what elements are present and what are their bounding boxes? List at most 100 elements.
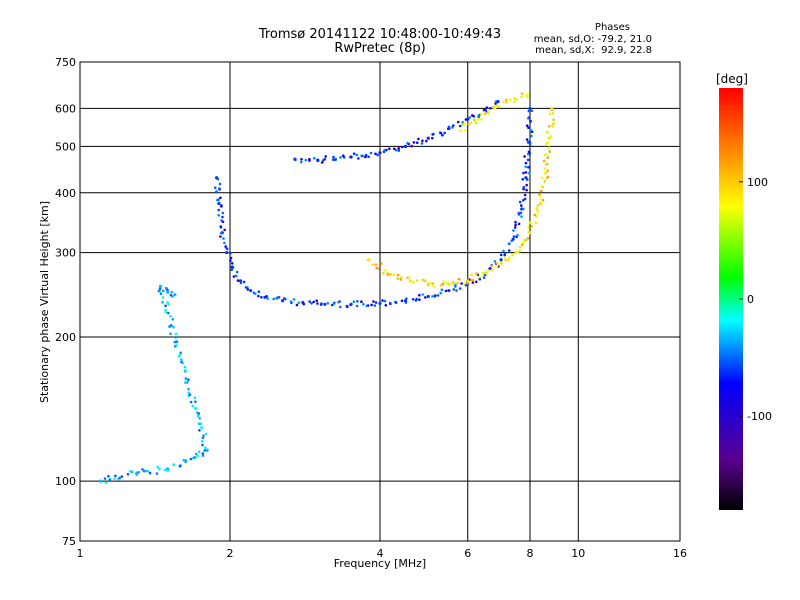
data-point (173, 293, 177, 297)
data-point (503, 252, 507, 255)
y-tick-label: 600 (55, 102, 76, 115)
data-point (441, 282, 445, 286)
data-point (302, 302, 306, 306)
data-point (527, 150, 531, 154)
data-point (408, 276, 411, 279)
data-point (219, 226, 223, 229)
data-point (394, 300, 397, 304)
data-point (499, 261, 503, 265)
data-point (528, 231, 532, 235)
x-tick-label: 16 (673, 547, 687, 560)
y-tick-label: 400 (55, 187, 76, 200)
colorbar-label: [deg] (716, 72, 748, 86)
data-point (494, 102, 497, 105)
data-point (452, 124, 455, 127)
data-point (466, 279, 470, 283)
data-point (184, 377, 188, 380)
data-point (166, 288, 169, 292)
data-point (164, 308, 167, 312)
data-point (349, 302, 353, 306)
data-point (546, 131, 549, 135)
data-point (489, 107, 492, 110)
data-point (229, 259, 232, 263)
data-point (332, 155, 335, 159)
data-point (527, 109, 531, 113)
data-point (535, 206, 538, 210)
data-point (480, 112, 483, 115)
data-point (516, 233, 519, 237)
data-point (229, 251, 232, 255)
data-point (547, 146, 551, 149)
data-point (496, 262, 499, 265)
data-point (447, 125, 451, 129)
phase-stats-o-mode: mean, sd,O: -79.2, 21.0 (533, 34, 652, 45)
data-point (499, 253, 503, 257)
data-point (408, 279, 412, 283)
data-point (235, 270, 239, 274)
data-point (538, 201, 543, 206)
data-point (518, 249, 522, 253)
data-point (155, 472, 159, 475)
data-point (163, 468, 167, 472)
data-point (471, 114, 474, 117)
data-point (221, 215, 224, 219)
data-point (183, 365, 187, 369)
data-point (236, 279, 240, 282)
data-point (547, 125, 551, 128)
data-point (196, 414, 200, 418)
data-point (527, 166, 530, 169)
data-point (187, 387, 190, 391)
data-point (238, 279, 243, 283)
data-point (223, 228, 226, 232)
data-point (541, 199, 545, 202)
data-point (167, 311, 170, 315)
data-point (349, 155, 353, 159)
data-point (524, 238, 528, 242)
data-point (471, 281, 475, 284)
data-point (383, 268, 387, 272)
data-point (516, 251, 520, 254)
data-point (524, 176, 528, 180)
data-point (494, 104, 498, 108)
data-point (214, 186, 217, 189)
data-point (326, 301, 330, 305)
data-point (439, 284, 443, 287)
data-point (107, 474, 110, 478)
grid-lines (80, 62, 680, 541)
data-point (535, 215, 538, 218)
data-point (406, 141, 409, 145)
data-point (523, 193, 527, 197)
data-point (184, 460, 187, 463)
data-point (485, 106, 489, 109)
data-point (522, 171, 525, 175)
data-point (527, 126, 530, 129)
data-point (316, 302, 319, 305)
data-point (425, 139, 428, 143)
data-point (480, 118, 483, 121)
data-point (312, 300, 316, 304)
y-axis-label: Stationary phase Virtual Height [km] (38, 201, 51, 403)
data-point (388, 147, 391, 150)
colorbar-ticks: 100 0 -100 (739, 176, 772, 423)
data-point (460, 282, 463, 285)
data-point (191, 404, 195, 408)
data-point (370, 303, 373, 307)
data-point (399, 278, 403, 281)
data-point (193, 455, 197, 460)
data-point (524, 165, 527, 169)
data-point (456, 120, 460, 124)
data-point (512, 235, 516, 238)
data-point (197, 450, 201, 454)
data-point (204, 446, 207, 450)
data-point (511, 237, 515, 241)
data-point (529, 119, 532, 123)
data-point (523, 155, 526, 158)
data-point (277, 296, 281, 299)
data-point (292, 298, 296, 301)
data-point (411, 298, 415, 301)
phase-stats-title: Phases (594, 22, 630, 33)
data-point (128, 470, 132, 473)
data-point (439, 131, 443, 135)
data-point (280, 299, 285, 303)
data-point (162, 289, 165, 293)
